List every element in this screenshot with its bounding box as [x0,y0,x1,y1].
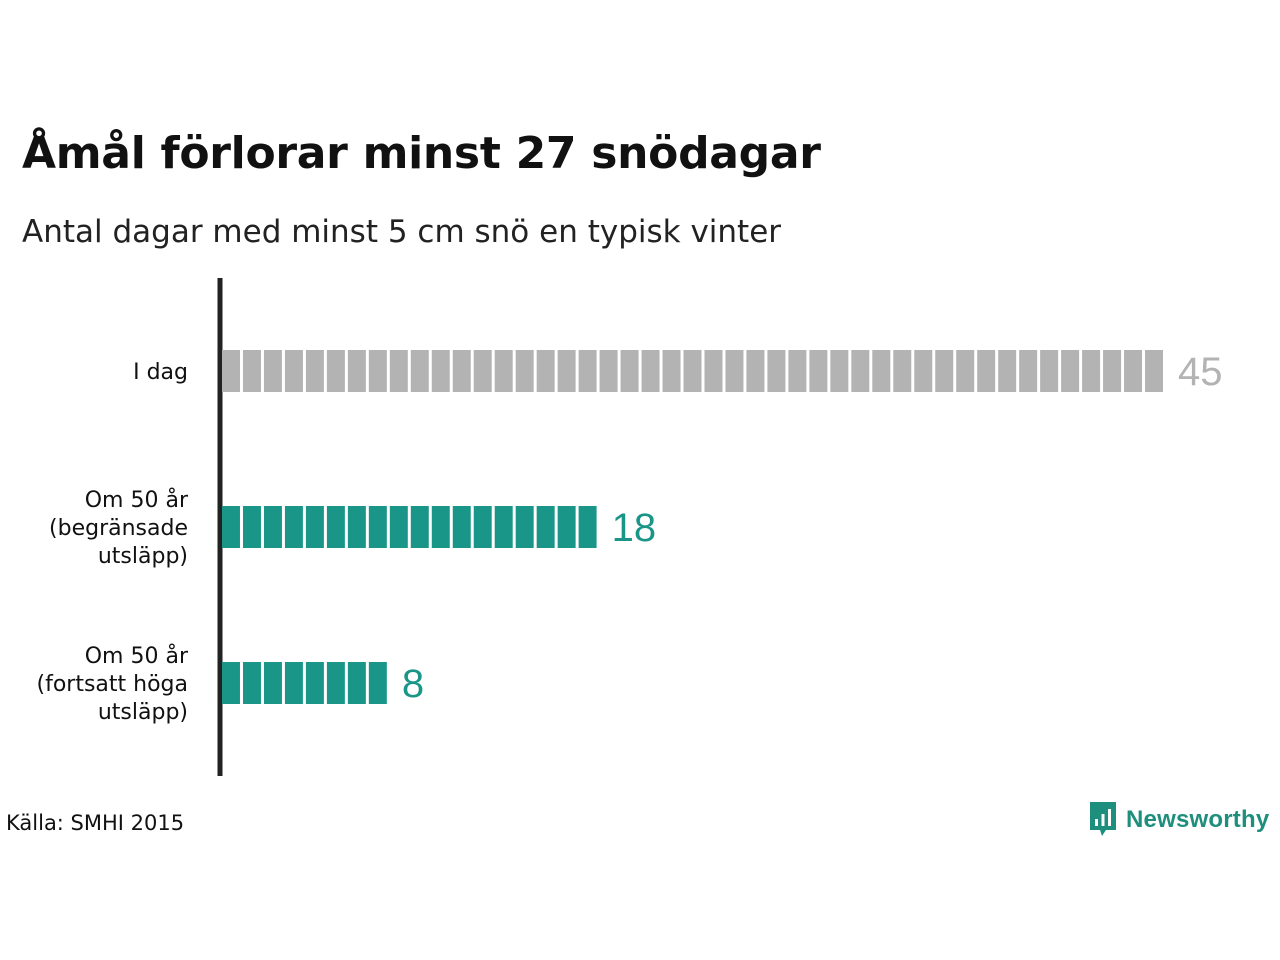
bar-segment [473,506,492,548]
bar-segment [872,350,891,392]
bar-segment [452,506,471,548]
bar-segment [284,662,303,704]
bar-segment [1019,350,1038,392]
category-label-line: utsläpp) [98,700,188,725]
bar-segment [935,350,954,392]
bars-group: 45 I dag 18 Om 50 år (begränsade utsläpp) 8 Om … [37,350,1223,725]
bar-segment [704,350,723,392]
bar-segment [1103,350,1122,392]
category-label-line: Om 50 år [85,643,189,669]
bar-segment [1082,350,1101,392]
bar-segment [998,350,1017,392]
bar-segment [557,350,576,392]
bar-segment [305,506,324,548]
category-label-line: (fortsatt höga [37,672,189,697]
category-label: Om 50 år (begränsade utsläpp) [49,487,189,569]
bar-segment [389,506,408,548]
category-label: Om 50 år (fortsatt höga utsläpp) [37,643,189,725]
bar-segment [851,350,870,392]
bar-segment [305,662,324,704]
bar-segment [557,506,576,548]
bar-segment [452,350,471,392]
bar-segment [222,506,240,548]
bar-segment [347,662,366,704]
bar-segment [284,350,303,392]
bar-segment [368,506,387,548]
brand-logo: Newsworthy [1088,800,1269,840]
bar-segment [1124,350,1143,392]
bar-segment [222,662,240,704]
bar-segment [326,662,345,704]
bar-segment [347,350,366,392]
bar-segment [263,350,282,392]
bar-segment [389,350,408,392]
category-label-line: utsläpp) [98,544,188,569]
bar-segment [830,350,849,392]
bar-segment [305,350,324,392]
bar-segment [473,350,492,392]
bar-segment [242,350,261,392]
bar-segment [326,506,345,548]
bar-segment [1061,350,1080,392]
bar-segment [578,350,597,392]
bar-segment [222,350,240,392]
bar-segment [368,662,387,704]
bar-segment [494,350,513,392]
chart-title: Åmål förlorar minst 27 snödagar [22,128,821,179]
bar-segment [662,350,681,392]
newsworthy-logo-icon [1090,802,1116,836]
bar-segment [515,506,534,548]
bar-segment [725,350,744,392]
bar-segment [242,506,261,548]
bar-segment [410,350,429,392]
bar-segment [683,350,702,392]
bar-segment [431,350,450,392]
bar-segment [536,350,555,392]
bar-segment [599,350,618,392]
bar-segment [410,506,429,548]
bar-segment [326,350,345,392]
chart-subtitle: Antal dagar med minst 5 cm snö en typisk… [22,214,782,250]
bar-segment [515,350,534,392]
bar-chart: 45 I dag 18 Om 50 år (begränsade utsläpp) 8 Om … [37,278,1223,776]
brand-name: Newsworthy [1126,806,1270,833]
bar-segment [809,350,828,392]
bar-segment [494,506,513,548]
bar-segment [242,662,261,704]
bar-segment [431,506,450,548]
bar-segment [347,506,366,548]
bar-segment [284,506,303,548]
value-label: 18 [612,506,657,550]
bar-segment [536,506,555,548]
bar-segment [893,350,912,392]
bar-segment [368,350,387,392]
value-label: 8 [402,662,424,706]
bar-segment [263,506,282,548]
category-label: I dag [133,360,188,385]
category-label-line: (begränsade [49,516,188,541]
category-label-line: I dag [133,360,188,385]
value-label: 45 [1178,350,1223,394]
source-note: Källa: SMHI 2015 [6,811,185,835]
bar-segment [746,350,765,392]
bar-segment [1145,350,1163,392]
bar-segment [641,350,660,392]
bar-segment [914,350,933,392]
bar-segment [263,662,282,704]
bar-segment [578,506,597,548]
bar-segment [977,350,996,392]
bar-segment [788,350,807,392]
category-label-line: Om 50 år [85,487,189,513]
bar-segment [956,350,975,392]
bar-segment [767,350,786,392]
bar-segment [620,350,639,392]
bar-segment [1040,350,1059,392]
